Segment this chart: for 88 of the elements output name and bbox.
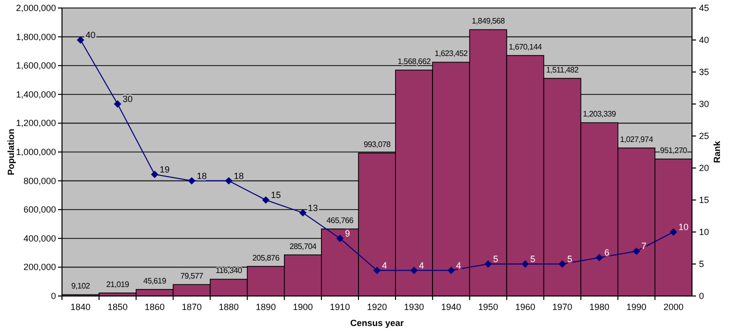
y-tick-label: 200,000 — [23, 262, 56, 272]
data-label: 18 — [196, 170, 207, 181]
x-tick-label: 1970 — [552, 302, 572, 312]
data-label: 1,623,452 — [434, 49, 468, 58]
point — [151, 170, 158, 178]
data-label: 1,849,568 — [472, 16, 506, 26]
data-label: 1,511,482 — [546, 65, 580, 74]
y2-tick-label: 35 — [699, 67, 710, 77]
point — [77, 36, 84, 44]
point — [558, 260, 566, 268]
data-label: 285,704 — [289, 242, 318, 251]
y2-tick-label: 10 — [699, 227, 710, 237]
y-tick-label: 1,800,000 — [16, 32, 56, 42]
point — [596, 254, 603, 262]
data-label: 1,203,339 — [582, 110, 617, 119]
x-tick-label: 1890 — [256, 302, 276, 312]
data-label: 30 — [122, 94, 133, 104]
data-label: 4 — [419, 260, 424, 270]
data-label: 5 — [567, 254, 572, 264]
y-tick-label: 600,000 — [23, 204, 56, 215]
y-tick-label: 1,600,000 — [16, 60, 56, 71]
data-label: 9,102 — [71, 282, 91, 291]
point — [484, 260, 492, 268]
point — [410, 266, 418, 274]
data-label: 4 — [456, 260, 462, 270]
y2-tick-label: 15 — [699, 195, 710, 205]
data-label: 205,876 — [252, 253, 280, 262]
point — [336, 234, 344, 242]
y2-tick-label: 40 — [699, 35, 710, 45]
data-label: 5 — [493, 254, 498, 264]
x-tick-label: 1910 — [330, 302, 350, 312]
data-label: 19 — [160, 164, 170, 174]
x-tick-label: 1940 — [441, 302, 462, 312]
data-label: 465,766 — [326, 216, 354, 225]
point — [448, 266, 455, 274]
y2-tick-label: 20 — [699, 163, 710, 173]
data-label: 5 — [530, 254, 536, 264]
x-tick-label: 1840 — [70, 302, 91, 312]
x-tick-label: 1950 — [478, 302, 498, 312]
x-tick-label: 1850 — [108, 302, 128, 312]
x-tick-label: 1980 — [589, 302, 610, 312]
y2-tick-label: 25 — [699, 131, 710, 141]
point — [632, 248, 640, 255]
x-tick-label: 1990 — [626, 302, 646, 312]
y-tick-label: 1,000,000 — [16, 147, 56, 157]
point — [374, 266, 380, 274]
data-label: 1,568,662 — [398, 57, 432, 66]
x-axis-title: Census year — [350, 318, 404, 328]
data-label: 993,078 — [364, 140, 392, 149]
data-label: 15 — [270, 190, 281, 200]
point — [670, 228, 677, 236]
x-tick-label: 1900 — [292, 302, 313, 312]
y-tick-label: 400,000 — [23, 233, 56, 244]
y2-tick-label: 30 — [699, 99, 710, 109]
y2-axis-title: Rank — [712, 140, 722, 164]
data-label: 45,619 — [143, 276, 167, 286]
y-tick-label: 0 — [50, 291, 56, 301]
y-tick-label: 2,000,000 — [16, 3, 56, 13]
data-label: 1,670,144 — [508, 42, 543, 52]
point — [188, 177, 196, 184]
point — [522, 260, 529, 268]
x-tick-label: 2000 — [663, 302, 684, 312]
data-label: 9 — [344, 228, 350, 238]
x-tick-label: 1860 — [144, 302, 165, 312]
point — [225, 177, 232, 184]
x-tick-label: 1960 — [515, 302, 536, 312]
y-axis-title: Population — [6, 128, 16, 176]
data-label: 10 — [678, 222, 688, 232]
data-label: 79,577 — [180, 272, 204, 281]
data-label: 4 — [382, 260, 388, 270]
y2-tick-label: 0 — [699, 291, 704, 301]
point — [299, 209, 306, 216]
point — [262, 196, 270, 204]
x-tick-label: 1930 — [404, 302, 424, 312]
y2-tick-label: 5 — [699, 259, 704, 269]
data-label: 116,340 — [216, 266, 243, 276]
data-label: 1,027,974 — [620, 134, 654, 144]
y2-tick-label: 45 — [699, 3, 710, 13]
y-tick-label: 1,400,000 — [16, 89, 56, 100]
y-tick-label: 1,200,000 — [16, 118, 56, 128]
x-tick-label: 1880 — [218, 302, 239, 312]
x-tick-label: 1920 — [366, 302, 388, 312]
y-tick-label: 800,000 — [23, 176, 56, 186]
data-label: 18 — [234, 170, 244, 181]
data-label: 6 — [604, 248, 610, 258]
data-label: 21,019 — [106, 280, 130, 289]
x-tick-label: 1870 — [182, 302, 202, 312]
point — [114, 100, 122, 108]
